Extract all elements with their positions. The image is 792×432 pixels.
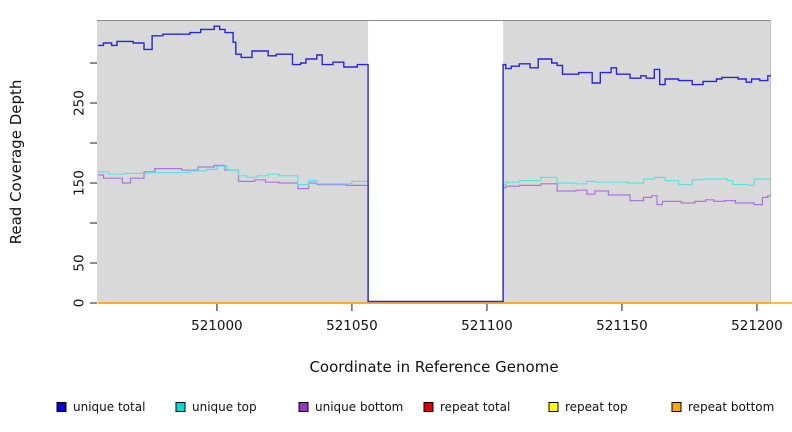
plot-panel — [97, 20, 771, 303]
legend-swatch-unique-bottom — [298, 402, 309, 412]
y-tick-label: 0 — [72, 299, 88, 308]
legend-item-unique-total: unique total — [56, 400, 145, 414]
series-unique-bottom-line — [98, 164, 771, 304]
series-unique-top-line — [98, 165, 771, 304]
legend-swatch-repeat-total — [423, 402, 434, 412]
legend-label-unique-top: unique top — [192, 400, 257, 414]
series-lines — [98, 25, 792, 304]
legend-swatch-unique-top — [175, 402, 186, 412]
legend-item-repeat-top: repeat top — [548, 400, 628, 414]
y-tick-label: 50 — [72, 254, 88, 271]
legend-label-repeat-bottom: repeat bottom — [688, 400, 774, 414]
legend-label-unique-bottom: unique bottom — [315, 400, 403, 414]
legend-item-unique-bottom: unique bottom — [298, 400, 403, 414]
legend: unique total unique top unique bottom repea… — [56, 400, 774, 414]
legend-item-repeat-bottom: repeat bottom — [671, 400, 774, 414]
x-tick-label: 521050 — [326, 318, 378, 334]
y-tick-label: 150 — [72, 170, 88, 196]
legend-item-unique-top: unique top — [175, 400, 257, 414]
no-data-region — [368, 20, 504, 303]
legend-label-repeat-total: repeat total — [440, 400, 510, 414]
axes: 521000 521050 521100 521150 521200 0 50 150 250 — [72, 62, 783, 334]
y-axis-title: Read Coverage Depth — [7, 80, 25, 245]
legend-swatch-unique-total — [56, 402, 67, 412]
y-tick-label: 250 — [72, 90, 88, 116]
legend-swatch-repeat-top — [548, 402, 559, 412]
x-tick-label: 521000 — [191, 318, 243, 334]
series-unique-total-line — [98, 25, 771, 303]
x-tick-label: 521150 — [596, 318, 648, 334]
legend-swatch-repeat-bottom — [671, 402, 682, 412]
x-axis-title: Coordinate in Reference Genome — [309, 358, 558, 376]
legend-label-unique-total: unique total — [73, 400, 145, 414]
legend-label-repeat-top: repeat top — [565, 400, 628, 414]
x-tick-label: 521100 — [461, 318, 513, 334]
legend-item-repeat-total: repeat total — [423, 400, 510, 414]
x-tick-label: 521200 — [731, 318, 783, 334]
